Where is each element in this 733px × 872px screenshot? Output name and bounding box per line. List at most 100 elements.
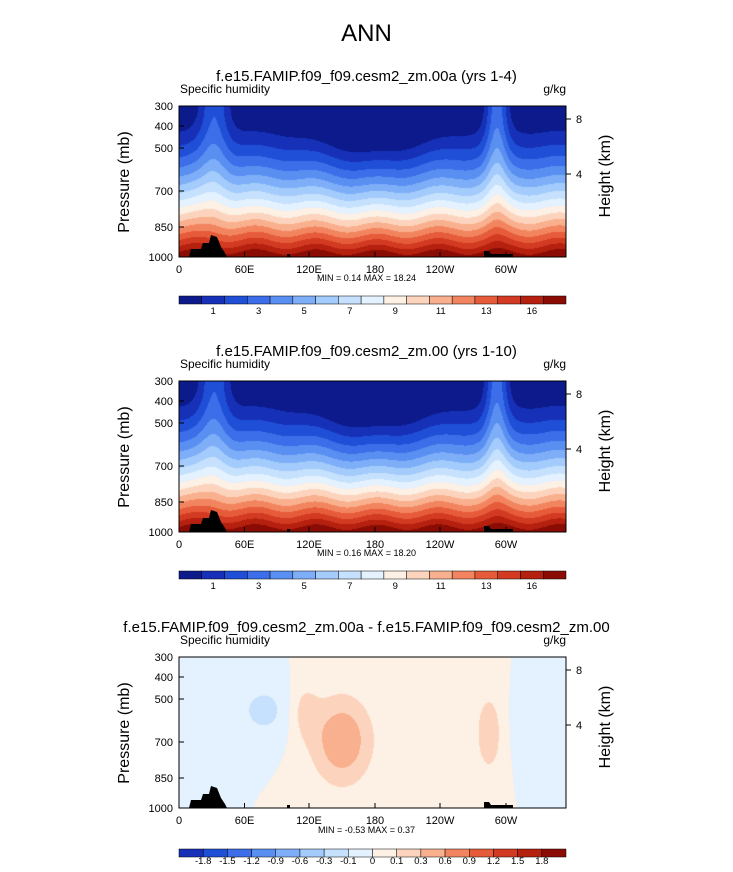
plot-frame: [178, 380, 567, 533]
x-tick-label: 60W: [495, 264, 518, 276]
x-tick-label: 0: [176, 539, 182, 551]
colorbar-label: 3: [256, 581, 261, 592]
x-tick-label: 120W: [426, 539, 455, 551]
x-tick-label: 60W: [495, 539, 518, 551]
terrain-mask: [189, 510, 513, 532]
x-tick-label: 180: [366, 815, 384, 827]
colorbar-label: 0.3: [414, 856, 427, 867]
y-tick-label: 1000: [149, 527, 173, 539]
colorbar-label: 1.5: [511, 856, 524, 867]
variable-label: Specific humidity: [180, 82, 271, 96]
x-tick-label: 0: [176, 264, 182, 276]
x-tick-label: 120E: [296, 264, 322, 276]
units-label: g/kg: [543, 357, 566, 371]
y-tick-label: 850: [155, 497, 173, 509]
colorbar-label: 0.6: [438, 856, 451, 867]
min-max-label: MIN = -0.53 MAX = 0.37: [317, 825, 416, 835]
contour-field: [179, 381, 566, 532]
y-tick-label: 850: [155, 222, 173, 234]
colorbar-label: -0.9: [268, 856, 284, 867]
colorbar-label: 0: [370, 856, 375, 867]
units-label: g/kg: [543, 82, 566, 96]
x-tick-label: 120W: [426, 264, 455, 276]
y-right-tick-label: 4: [576, 169, 582, 181]
y-right-tick-label: 8: [576, 665, 582, 677]
y-tick-label: 400: [155, 121, 173, 133]
colorbar-label: 9: [393, 581, 398, 592]
y-tick-label: 300: [155, 101, 173, 113]
colorbar-swatch: [542, 295, 567, 305]
colorbar-label: 11: [436, 581, 446, 592]
colorbar-swatch: [541, 848, 567, 858]
y-right-tick-label: 4: [576, 720, 582, 732]
colorbar-label: 0.1: [390, 856, 403, 867]
colorbar-label: -1.8: [195, 856, 211, 867]
x-tick-label: 60E: [235, 264, 255, 276]
plot-frame: [178, 656, 567, 809]
contour-field: [179, 657, 566, 808]
colorbar-label: 7: [347, 581, 352, 592]
colorbar-label: 1: [210, 306, 215, 317]
y-tick-label: 700: [155, 186, 173, 198]
colorbar-label: -1.5: [219, 856, 235, 867]
x-tick-label: 120E: [296, 539, 322, 551]
terrain-mask: [189, 786, 513, 808]
colorbar-label: 5: [302, 306, 307, 317]
colorbar-label: 0.9: [463, 856, 476, 867]
x-tick-label: 120E: [296, 815, 322, 827]
plot-frame: [178, 105, 567, 258]
colorbar-label: 1: [210, 581, 215, 592]
colorbar-label: -0.3: [316, 856, 332, 867]
y-tick-label: 500: [155, 143, 173, 155]
y-tick-label: 850: [155, 773, 173, 785]
y-tick-label: 500: [155, 694, 173, 706]
colorbar-label: -0.1: [340, 856, 356, 867]
y-tick-label: 400: [155, 672, 173, 684]
y-tick-label: 300: [155, 376, 173, 388]
colorbar-label: 13: [481, 581, 492, 592]
colorbar-label: 1.8: [535, 856, 548, 867]
colorbar-label: -0.6: [292, 856, 308, 867]
y-tick-label: 700: [155, 737, 173, 749]
colorbar-label: 1.2: [487, 856, 500, 867]
y-tick-label: 400: [155, 396, 173, 408]
colorbar-label: -1.2: [243, 856, 259, 867]
y-right-tick-label: 8: [576, 114, 582, 126]
y-right-tick-label: 4: [576, 444, 582, 456]
y-right-tick-label: 8: [576, 389, 582, 401]
x-tick-label: 180: [366, 264, 384, 276]
min-max-label: MIN = 0.16 MAX = 18.20: [316, 548, 417, 558]
colorbar-label: 5: [302, 581, 307, 592]
variable-label: Specific humidity: [180, 633, 271, 647]
terrain-mask: [189, 235, 513, 257]
panel-title: f.e15.FAMIP.f09_f09.cesm2_zm.00 (yrs 1-1…: [216, 343, 517, 360]
y-tick-label: 500: [155, 418, 173, 430]
x-tick-label: 60E: [235, 539, 255, 551]
variable-label: Specific humidity: [180, 357, 271, 371]
x-tick-label: 0: [176, 815, 182, 827]
y-tick-label: 1000: [149, 252, 173, 264]
x-tick-label: 120W: [426, 815, 455, 827]
y-tick-label: 1000: [149, 803, 173, 815]
y-tick-label: 700: [155, 461, 173, 473]
y-tick-label: 300: [155, 652, 173, 664]
colorbar-label: 9: [393, 306, 398, 317]
units-label: g/kg: [543, 633, 566, 647]
figure-title: ANN: [341, 20, 392, 47]
colorbar-label: 16: [527, 581, 538, 592]
colorbar-swatch: [542, 570, 567, 580]
panel-title: f.e15.FAMIP.f09_f09.cesm2_zm.00a - f.e15…: [123, 619, 610, 636]
colorbar-label: 16: [527, 306, 538, 317]
x-tick-label: 60E: [235, 815, 255, 827]
colorbar-label: 11: [436, 306, 446, 317]
colorbar-label: 13: [481, 306, 492, 317]
x-tick-label: 180: [366, 539, 384, 551]
x-tick-label: 60W: [495, 815, 518, 827]
contour-field: [179, 106, 566, 257]
panel-title: f.e15.FAMIP.f09_f09.cesm2_zm.00a (yrs 1-…: [216, 68, 517, 85]
colorbar-label: 3: [256, 306, 261, 317]
